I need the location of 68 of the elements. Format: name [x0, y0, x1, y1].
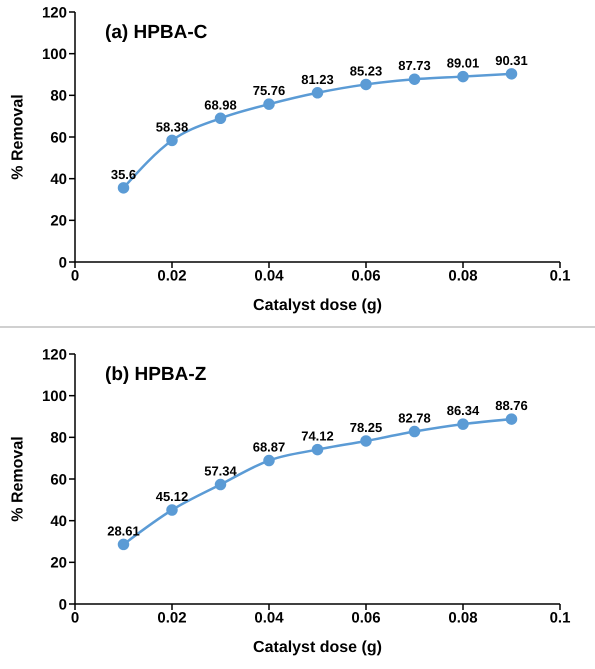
data-label: 74.12 [301, 428, 334, 444]
y-tick-label: 60 [50, 471, 67, 488]
y-tick-label: 120 [42, 346, 67, 364]
x-tick-label: 0 [70, 610, 80, 627]
x-axis-title: Catalyst dose (g) [253, 639, 382, 656]
point [360, 435, 372, 447]
y-tick-label: 60 [50, 129, 67, 146]
x-tick-label: 0.08 [448, 610, 478, 627]
x-tick-label: 0.02 [157, 610, 187, 627]
y-tick-label: 100 [42, 388, 67, 405]
point [457, 70, 469, 82]
x-tick-label: 0 [70, 268, 80, 285]
text: (a) HPBA-C [105, 22, 208, 44]
data-label: 88.76 [495, 398, 528, 414]
x-tick-label: 0.06 [351, 610, 381, 627]
point [312, 444, 324, 456]
y-tick-label: 40 [50, 170, 67, 188]
data-label: 75.76 [252, 83, 286, 98]
data-label: 82.78 [398, 410, 431, 426]
point [312, 87, 324, 99]
point [263, 98, 275, 110]
y-tick-label: 0 [58, 596, 67, 614]
data-label: 68.87 [252, 440, 286, 455]
point [506, 413, 518, 425]
point [118, 182, 130, 194]
y-tick-label: 40 [50, 512, 67, 530]
point [263, 454, 275, 466]
data-label: 85.23 [350, 63, 382, 78]
point [408, 426, 420, 438]
y-tick-label: 0 [58, 254, 67, 272]
data-label: 35.6 [110, 166, 136, 182]
data-label: 45.12 [156, 489, 188, 504]
data-label: 86.34 [446, 403, 480, 418]
y-tick-label: 100 [42, 46, 67, 63]
x-axis-title: Catalyst dose (g) [253, 297, 382, 314]
point [457, 418, 469, 430]
point [118, 538, 130, 550]
point [506, 68, 518, 80]
text: (b) HPBA-Z [105, 364, 206, 386]
data-label: 68.98 [204, 97, 237, 112]
y-tick-label: 80 [50, 88, 67, 105]
point [166, 134, 178, 146]
point [166, 504, 178, 516]
y-tick-label: 80 [50, 430, 67, 447]
data-label: 78.25 [350, 420, 382, 435]
x-tick-label: 0.04 [254, 610, 284, 627]
data-label: 57.34 [204, 464, 238, 479]
y-tick-label: 20 [50, 212, 67, 230]
data-label: 87.73 [398, 58, 431, 74]
x-tick-label: 0.1 [550, 268, 570, 285]
x-tick-label: 0.08 [448, 268, 478, 285]
data-label: 28.61 [107, 523, 140, 538]
point [214, 112, 226, 124]
y-tick-label: 20 [50, 554, 67, 572]
point [360, 78, 372, 90]
y-tick-label: 120 [42, 4, 67, 22]
x-tick-label: 0.1 [550, 610, 570, 627]
data-label: 89.01 [446, 56, 480, 71]
data-label: 90.31 [495, 52, 528, 68]
data-label: 81.23 [301, 72, 334, 87]
y-axis-title: % Removal [10, 436, 27, 522]
x-tick-label: 0.02 [157, 268, 187, 285]
point [408, 73, 420, 85]
x-tick-label: 0.04 [254, 268, 284, 285]
point [214, 478, 226, 490]
y-axis-title: % Removal [10, 94, 27, 180]
data-label: 58.38 [156, 119, 188, 134]
x-tick-label: 0.06 [351, 268, 381, 285]
